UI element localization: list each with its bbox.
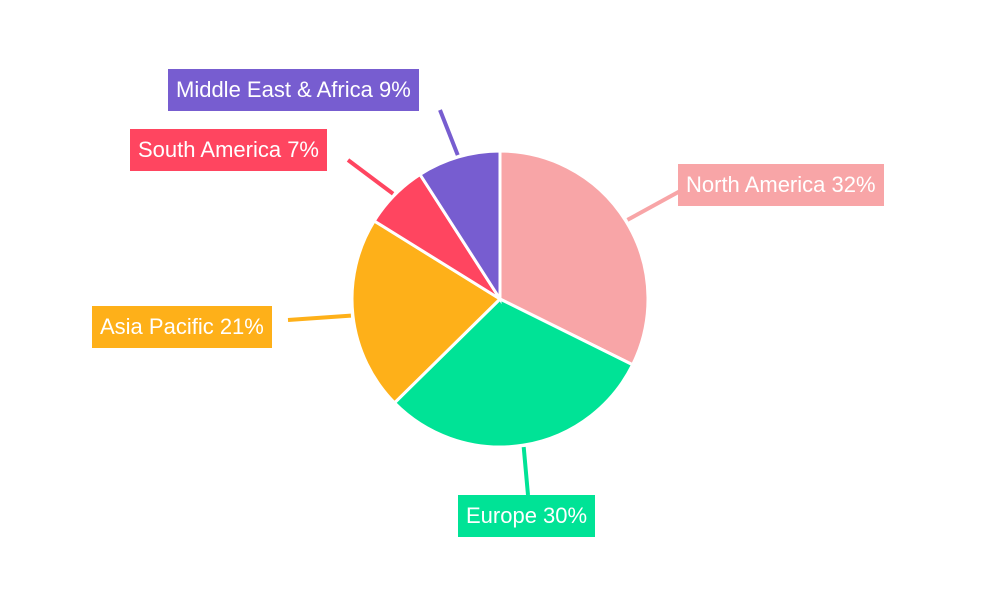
leader-line-asia-pacific	[287, 313, 352, 322]
label-asia-pacific: Asia Pacific 21%	[92, 306, 272, 348]
label-north-america: North America 32%	[678, 164, 884, 206]
slice-middle-east-africa[interactable]	[417, 149, 502, 305]
slice-europe[interactable]	[392, 297, 635, 449]
leader-line-middle-east-africa	[438, 109, 460, 156]
slice-asia-pacific[interactable]	[350, 218, 503, 405]
leader-line-south-america	[346, 158, 395, 196]
leader-line-europe	[521, 446, 530, 496]
label-middle-east-africa: Middle East & Africa 9%	[168, 69, 419, 111]
label-south-america: South America 7%	[130, 129, 327, 171]
leader-line-north-america	[626, 188, 683, 222]
label-europe: Europe 30%	[458, 495, 596, 537]
pie-slices	[350, 149, 650, 449]
label-leader-lines	[287, 109, 683, 496]
slice-north-america[interactable]	[498, 149, 650, 367]
